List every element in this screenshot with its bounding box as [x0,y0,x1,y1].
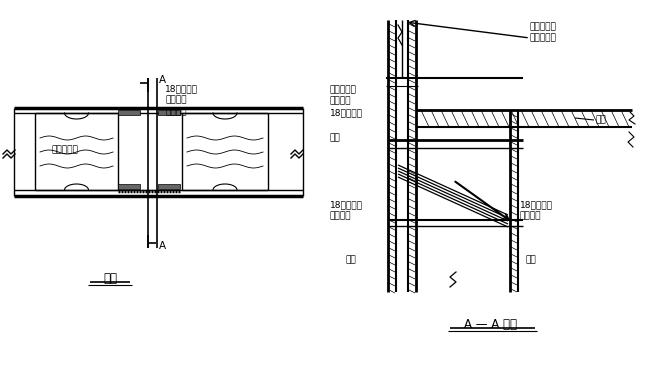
Text: A — A 剑面: A — A 剑面 [464,318,517,331]
Text: 18厘多层板
外封油汲: 18厘多层板 外封油汲 [330,200,363,221]
Bar [158,110,180,115]
Text: 木方: 木方 [330,133,341,142]
Text: 楼板: 楼板 [595,116,606,124]
Text: 木方: 木方 [345,255,356,264]
Text: 18厘多层板: 18厘多层板 [330,108,363,117]
Text: 封塑料布抚
防水砂浆: 封塑料布抚 防水砂浆 [330,85,357,106]
Text: 18厘多层板
外封油汲: 18厘多层板 外封油汲 [520,200,553,221]
Text: 外墙后浇带: 外墙后浇带 [52,146,79,154]
Text: A: A [159,241,166,251]
Text: A: A [159,75,166,85]
Text: 施工水、杂
物掉落方向: 施工水、杂 物掉落方向 [530,22,557,43]
Bar [158,184,180,189]
Text: 平面: 平面 [103,272,117,285]
Bar [118,110,140,115]
Text: 18厘多层板
外封油汲
木方坠块: 18厘多层板 外封油汲 木方坠块 [165,84,198,117]
Bar [118,184,140,189]
Text: 木方: 木方 [525,255,536,264]
